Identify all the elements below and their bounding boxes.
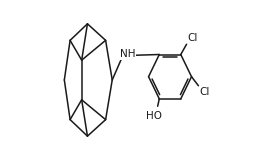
Text: NH: NH xyxy=(120,49,136,59)
Text: Cl: Cl xyxy=(187,33,198,43)
Text: HO: HO xyxy=(145,111,161,121)
Text: Cl: Cl xyxy=(199,87,210,97)
